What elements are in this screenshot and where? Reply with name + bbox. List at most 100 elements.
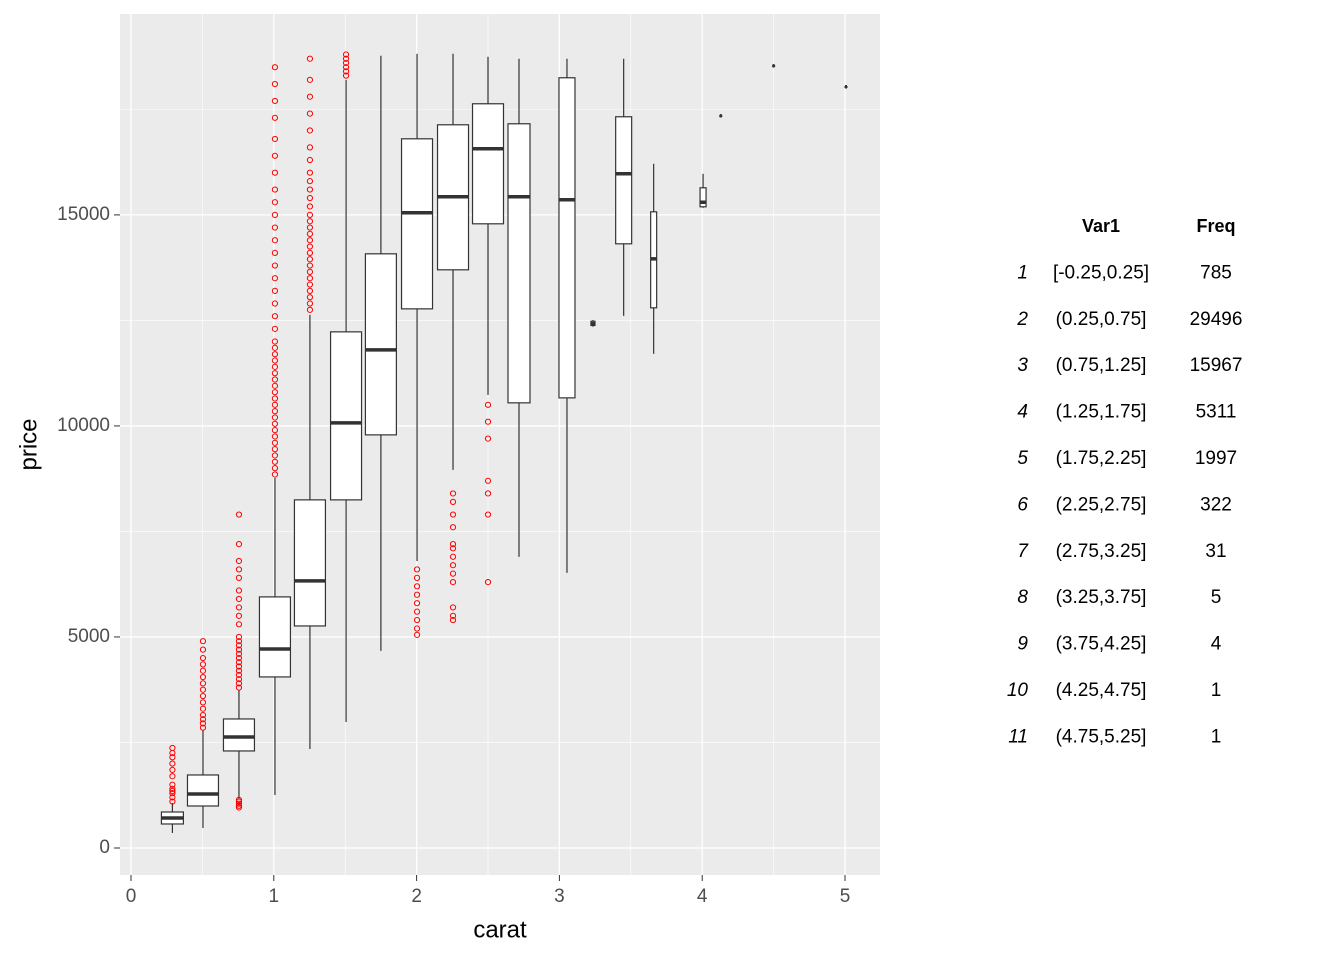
- outlier: [199, 724, 207, 731]
- outlier: [413, 616, 421, 624]
- outlier: [271, 169, 279, 176]
- outlier: [271, 408, 279, 415]
- outlier: [271, 338, 279, 345]
- row-index: 6: [1017, 494, 1028, 515]
- outlier: [235, 511, 243, 518]
- outlier: [271, 370, 279, 377]
- outlier: [449, 570, 457, 577]
- x-tick-label: 4: [697, 886, 708, 907]
- outlier: [235, 676, 243, 683]
- row-index: 10: [1007, 680, 1029, 701]
- row-index: 8: [1017, 587, 1028, 608]
- box: [558, 77, 576, 399]
- outlier: [271, 351, 279, 358]
- outlier: [271, 395, 279, 402]
- outlier: [306, 110, 314, 117]
- outlier: [235, 642, 243, 649]
- outlier: [235, 667, 243, 674]
- outlier: [306, 186, 314, 193]
- x-tick-label: 1: [269, 886, 280, 907]
- outlier: [235, 646, 243, 653]
- outlier: [271, 97, 279, 105]
- box: [507, 123, 531, 404]
- outlier: [306, 76, 314, 83]
- outlier: [169, 760, 176, 767]
- y-tick-label: 0: [99, 837, 110, 858]
- outlier: [169, 794, 176, 801]
- outlier: [199, 667, 207, 674]
- outlier: [306, 156, 314, 164]
- x-tick-label: 0: [126, 886, 137, 907]
- outlier: [306, 211, 314, 218]
- outlier: [271, 64, 279, 71]
- outlier: [306, 306, 314, 313]
- outlier: [413, 608, 421, 615]
- outlier: [306, 218, 314, 225]
- outlier: [235, 633, 243, 641]
- table-cell: 1: [1211, 680, 1222, 701]
- outlier: [235, 574, 243, 581]
- outlier: [413, 625, 421, 632]
- outlier: [235, 659, 243, 666]
- table-cell: 1997: [1195, 448, 1237, 469]
- outlier: [306, 55, 314, 62]
- outlier: [271, 262, 279, 269]
- table-cell: 5: [1211, 587, 1222, 608]
- table-cell: (1.25,1.75]: [1056, 402, 1147, 423]
- outlier: [271, 224, 279, 231]
- box: [364, 253, 397, 436]
- outlier: [306, 169, 314, 176]
- table-cell: 4: [1211, 634, 1222, 655]
- outlier: [235, 650, 243, 657]
- outlier: [413, 574, 421, 581]
- outlier: [271, 471, 279, 478]
- row-index: 11: [1008, 726, 1028, 747]
- outlier: [235, 684, 243, 691]
- box: [329, 331, 363, 501]
- outlier: [271, 275, 279, 282]
- outlier: [413, 566, 421, 573]
- outlier: [235, 566, 243, 573]
- outlier: [306, 300, 314, 307]
- outlier: [271, 465, 279, 472]
- outlier: [484, 435, 492, 442]
- outlier: [449, 612, 457, 619]
- outlier: [199, 646, 207, 653]
- outlier: [235, 638, 243, 645]
- row-index: 3: [1017, 355, 1028, 376]
- outlier: [306, 224, 314, 231]
- x-tick-label: 2: [411, 886, 422, 907]
- outlier: [271, 344, 279, 351]
- x-axis-title: carat: [473, 916, 527, 943]
- box: [400, 138, 434, 310]
- outlier: [271, 414, 279, 421]
- outlier: [235, 587, 243, 594]
- outlier: [449, 498, 457, 505]
- outlier: [169, 787, 176, 795]
- outlier: [271, 152, 279, 159]
- outlier: [342, 68, 350, 75]
- outlier: [199, 699, 207, 706]
- outlier: [235, 800, 243, 807]
- outlier: [235, 680, 243, 687]
- outlier: [199, 680, 207, 687]
- outlier: [271, 439, 279, 446]
- outlier: [199, 673, 207, 681]
- box: [699, 187, 707, 208]
- outlier: [484, 418, 492, 425]
- table-header: Var1: [1082, 216, 1120, 236]
- outlier: [235, 804, 243, 811]
- outlier: [306, 230, 314, 237]
- outlier: [199, 711, 207, 719]
- outlier: [235, 541, 243, 548]
- outlier: [271, 376, 279, 383]
- outlier: [449, 562, 457, 569]
- outlier: [342, 51, 350, 58]
- box: [186, 774, 220, 807]
- outlier: [235, 621, 243, 628]
- table-cell: [-0.25,0.25]: [1053, 262, 1149, 283]
- outlier: [199, 661, 207, 668]
- box: [471, 103, 505, 225]
- outlier: [235, 654, 243, 662]
- outlier: [271, 389, 279, 396]
